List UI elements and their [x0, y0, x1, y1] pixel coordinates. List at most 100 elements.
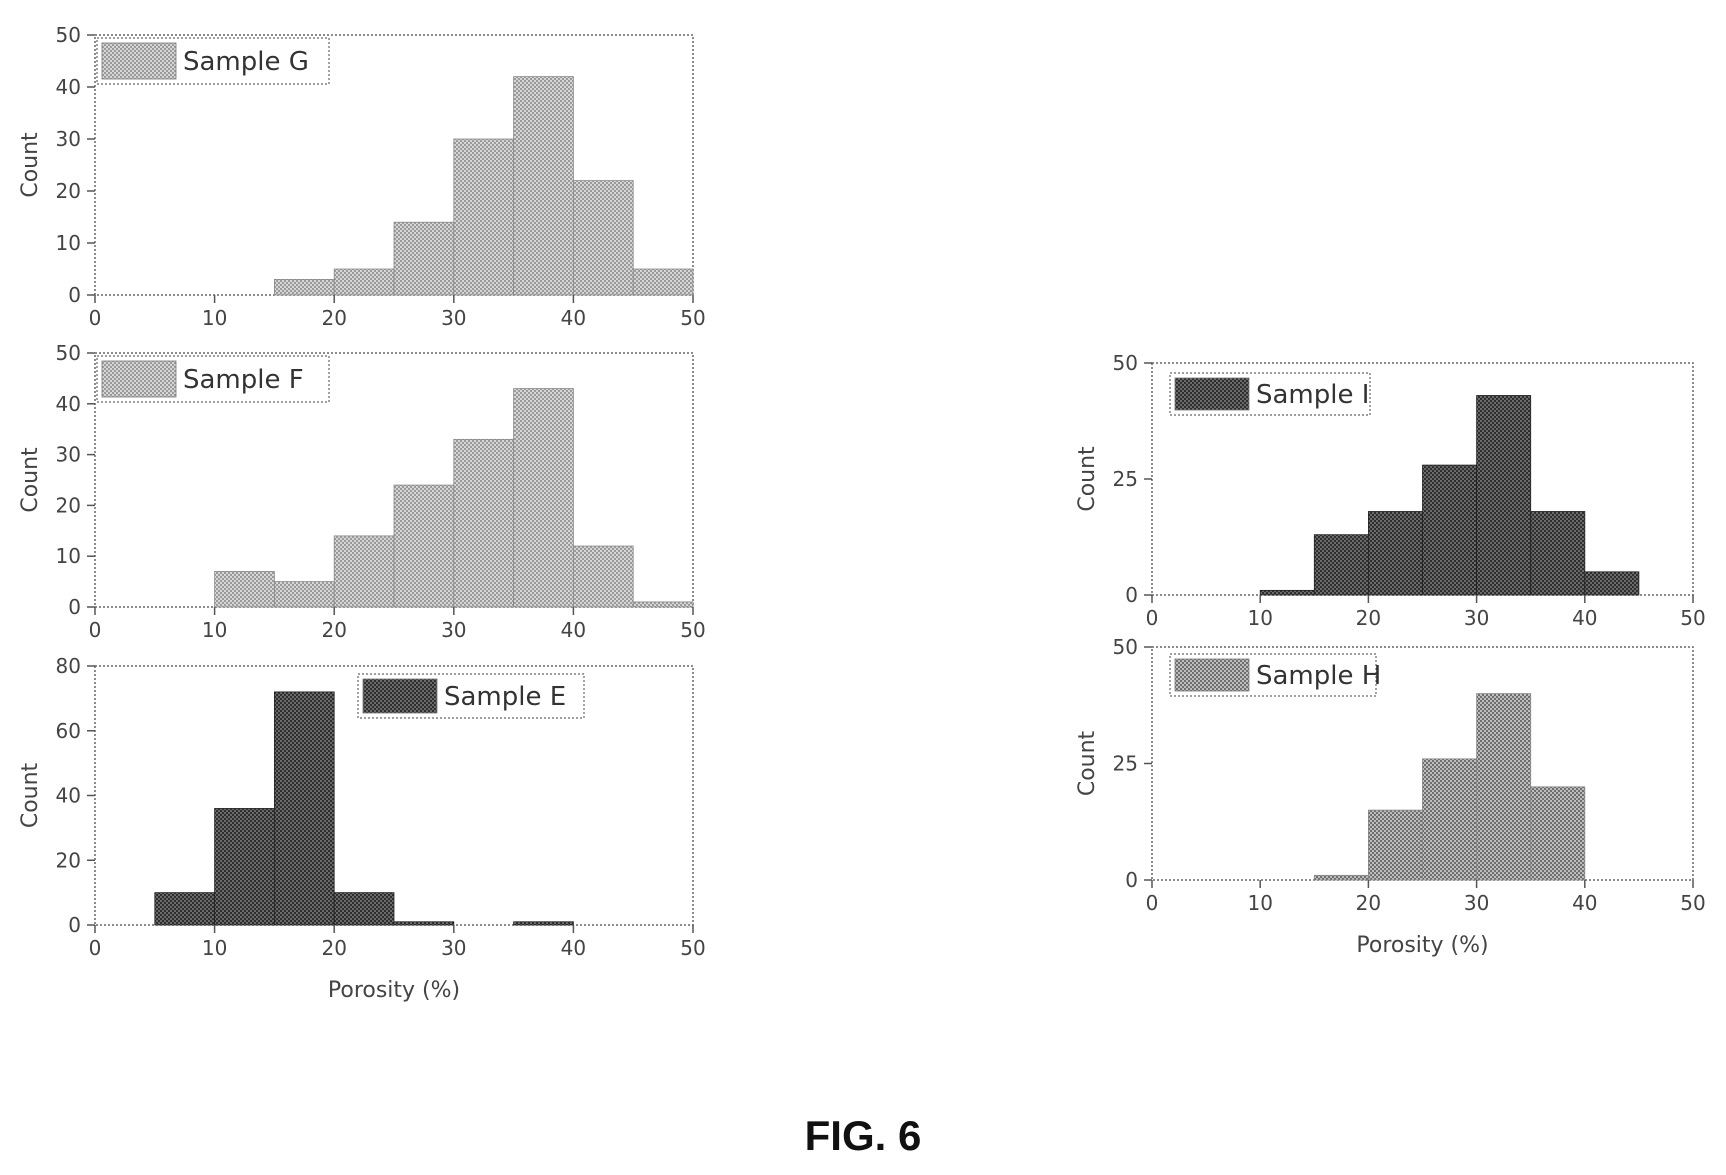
y-tick-label: 20 — [56, 179, 81, 203]
histogram-bar — [632, 601, 694, 608]
y-tick-label: 25 — [1113, 467, 1138, 491]
x-tick-label: 0 — [89, 618, 102, 642]
legend: Sample G — [96, 37, 330, 85]
x-tick-label: 10 — [1247, 606, 1272, 630]
histogram-bar — [573, 545, 634, 608]
legend: Sample E — [357, 673, 585, 719]
histogram-bar — [273, 278, 335, 296]
x-tick-label: 30 — [1464, 606, 1489, 630]
y-tick-label: 30 — [56, 127, 81, 151]
x-tick-label: 50 — [1680, 891, 1705, 915]
histogram-bar — [632, 268, 694, 296]
histogram-bar — [1313, 874, 1369, 881]
x-tick-label: 50 — [680, 306, 705, 330]
legend: Sample I — [1169, 372, 1371, 416]
x-tick-label: 30 — [441, 936, 466, 960]
y-tick-label: 40 — [56, 75, 81, 99]
plot-frame — [94, 352, 694, 608]
histogram-bar — [1422, 758, 1477, 881]
legend-label: Sample H — [1256, 661, 1381, 691]
histogram-bar — [333, 535, 395, 608]
chart-panel-i: 0 25 50 0 10 20 30 40 50 Count Sample I — [1075, 351, 1706, 630]
histogram-bar — [513, 76, 574, 296]
histogram-bar — [1313, 534, 1369, 596]
y-tick-label: 20 — [56, 848, 81, 872]
legend: Sample H — [1169, 653, 1381, 697]
histogram-bar — [513, 388, 574, 608]
y-axis-label: Count — [1075, 446, 1100, 512]
histogram-bar — [1368, 809, 1423, 881]
histogram-bar — [1530, 511, 1586, 596]
legend-swatch — [1174, 377, 1250, 411]
x-tick-label: 30 — [441, 306, 466, 330]
y-tick-label: 0 — [68, 913, 81, 937]
chart-panel-e: 0 20 40 60 80 0 10 20 30 40 50 Count Porosity (%) Sam… — [18, 654, 706, 1003]
histogram-bar — [1368, 511, 1423, 596]
chart-panel-h: 0 25 50 0 10 20 30 40 50 Count Porosity (%) Sample … — [1075, 635, 1706, 958]
legend: Sample F — [96, 355, 330, 403]
y-tick-label: 0 — [1125, 583, 1138, 607]
y-tick-label: 50 — [56, 341, 81, 365]
y-tick-label: 30 — [56, 443, 81, 467]
x-tick-label: 50 — [1680, 606, 1705, 630]
x-tick-label: 40 — [561, 306, 586, 330]
x-tick-label: 40 — [1572, 606, 1597, 630]
x-tick-label: 50 — [680, 936, 705, 960]
y-tick-label: 0 — [1125, 868, 1138, 892]
histogram-bar — [453, 138, 514, 296]
histogram-bar — [214, 571, 275, 608]
y-tick-label: 60 — [56, 719, 81, 743]
x-tick-label: 10 — [202, 936, 227, 960]
x-tick-label: 0 — [1146, 891, 1159, 915]
y-tick-label: 10 — [56, 231, 81, 255]
histogram-bar — [393, 484, 455, 608]
x-tick-label: 50 — [680, 618, 705, 642]
figure-caption: FIG. 6 — [804, 1112, 922, 1159]
x-tick-label: 40 — [561, 936, 586, 960]
x-axis-label: Porosity (%) — [328, 978, 460, 1003]
y-axis-label: Count — [18, 132, 43, 198]
histogram-bar — [1422, 464, 1477, 596]
y-tick-label: 0 — [68, 595, 81, 619]
legend-label: Sample G — [183, 47, 309, 77]
y-axis-label: Count — [1075, 730, 1100, 796]
x-tick-label: 40 — [561, 618, 586, 642]
legend-swatch — [362, 678, 438, 714]
x-tick-label: 0 — [89, 936, 102, 960]
legend-label: Sample E — [444, 682, 566, 712]
histogram-bar — [1476, 395, 1532, 596]
histogram-bar — [393, 921, 455, 926]
x-tick-label: 20 — [1356, 606, 1381, 630]
x-tick-label: 20 — [321, 936, 346, 960]
y-tick-label: 40 — [56, 784, 81, 808]
y-axis-label: Count — [18, 762, 43, 828]
chart-panels: 0 10 20 30 40 50 0 10 20 30 40 50 Count Sample G 0 10 20… — [18, 23, 1706, 1003]
x-tick-label: 10 — [202, 306, 227, 330]
histogram-bar — [1530, 786, 1586, 881]
histogram-bar — [273, 691, 335, 926]
x-tick-label: 40 — [1572, 891, 1597, 915]
y-tick-label: 50 — [1113, 635, 1138, 659]
legend-swatch — [1174, 658, 1250, 692]
histogram-bar — [1584, 571, 1640, 596]
histogram-bar — [273, 581, 335, 608]
legend-swatch — [101, 360, 177, 398]
chart-panel-f: 0 10 20 30 40 50 0 10 20 30 40 50 Count Sample F — [18, 341, 706, 642]
histogram-bar — [1476, 693, 1532, 881]
x-tick-label: 20 — [321, 618, 346, 642]
histogram-bar — [333, 268, 395, 296]
histogram-bar — [453, 438, 514, 608]
y-tick-label: 25 — [1113, 752, 1138, 776]
histogram-bar — [154, 892, 216, 926]
x-tick-label: 20 — [321, 306, 346, 330]
chart-panel-g: 0 10 20 30 40 50 0 10 20 30 40 50 Count Sample G — [18, 23, 706, 330]
y-tick-label: 10 — [56, 544, 81, 568]
x-tick-label: 0 — [89, 306, 102, 330]
legend-swatch — [101, 42, 177, 80]
x-tick-label: 0 — [1146, 606, 1159, 630]
x-tick-label: 10 — [1247, 891, 1272, 915]
x-tick-label: 10 — [202, 618, 227, 642]
histogram-bar — [333, 892, 395, 926]
x-tick-label: 30 — [1464, 891, 1489, 915]
y-tick-label: 50 — [1113, 351, 1138, 375]
